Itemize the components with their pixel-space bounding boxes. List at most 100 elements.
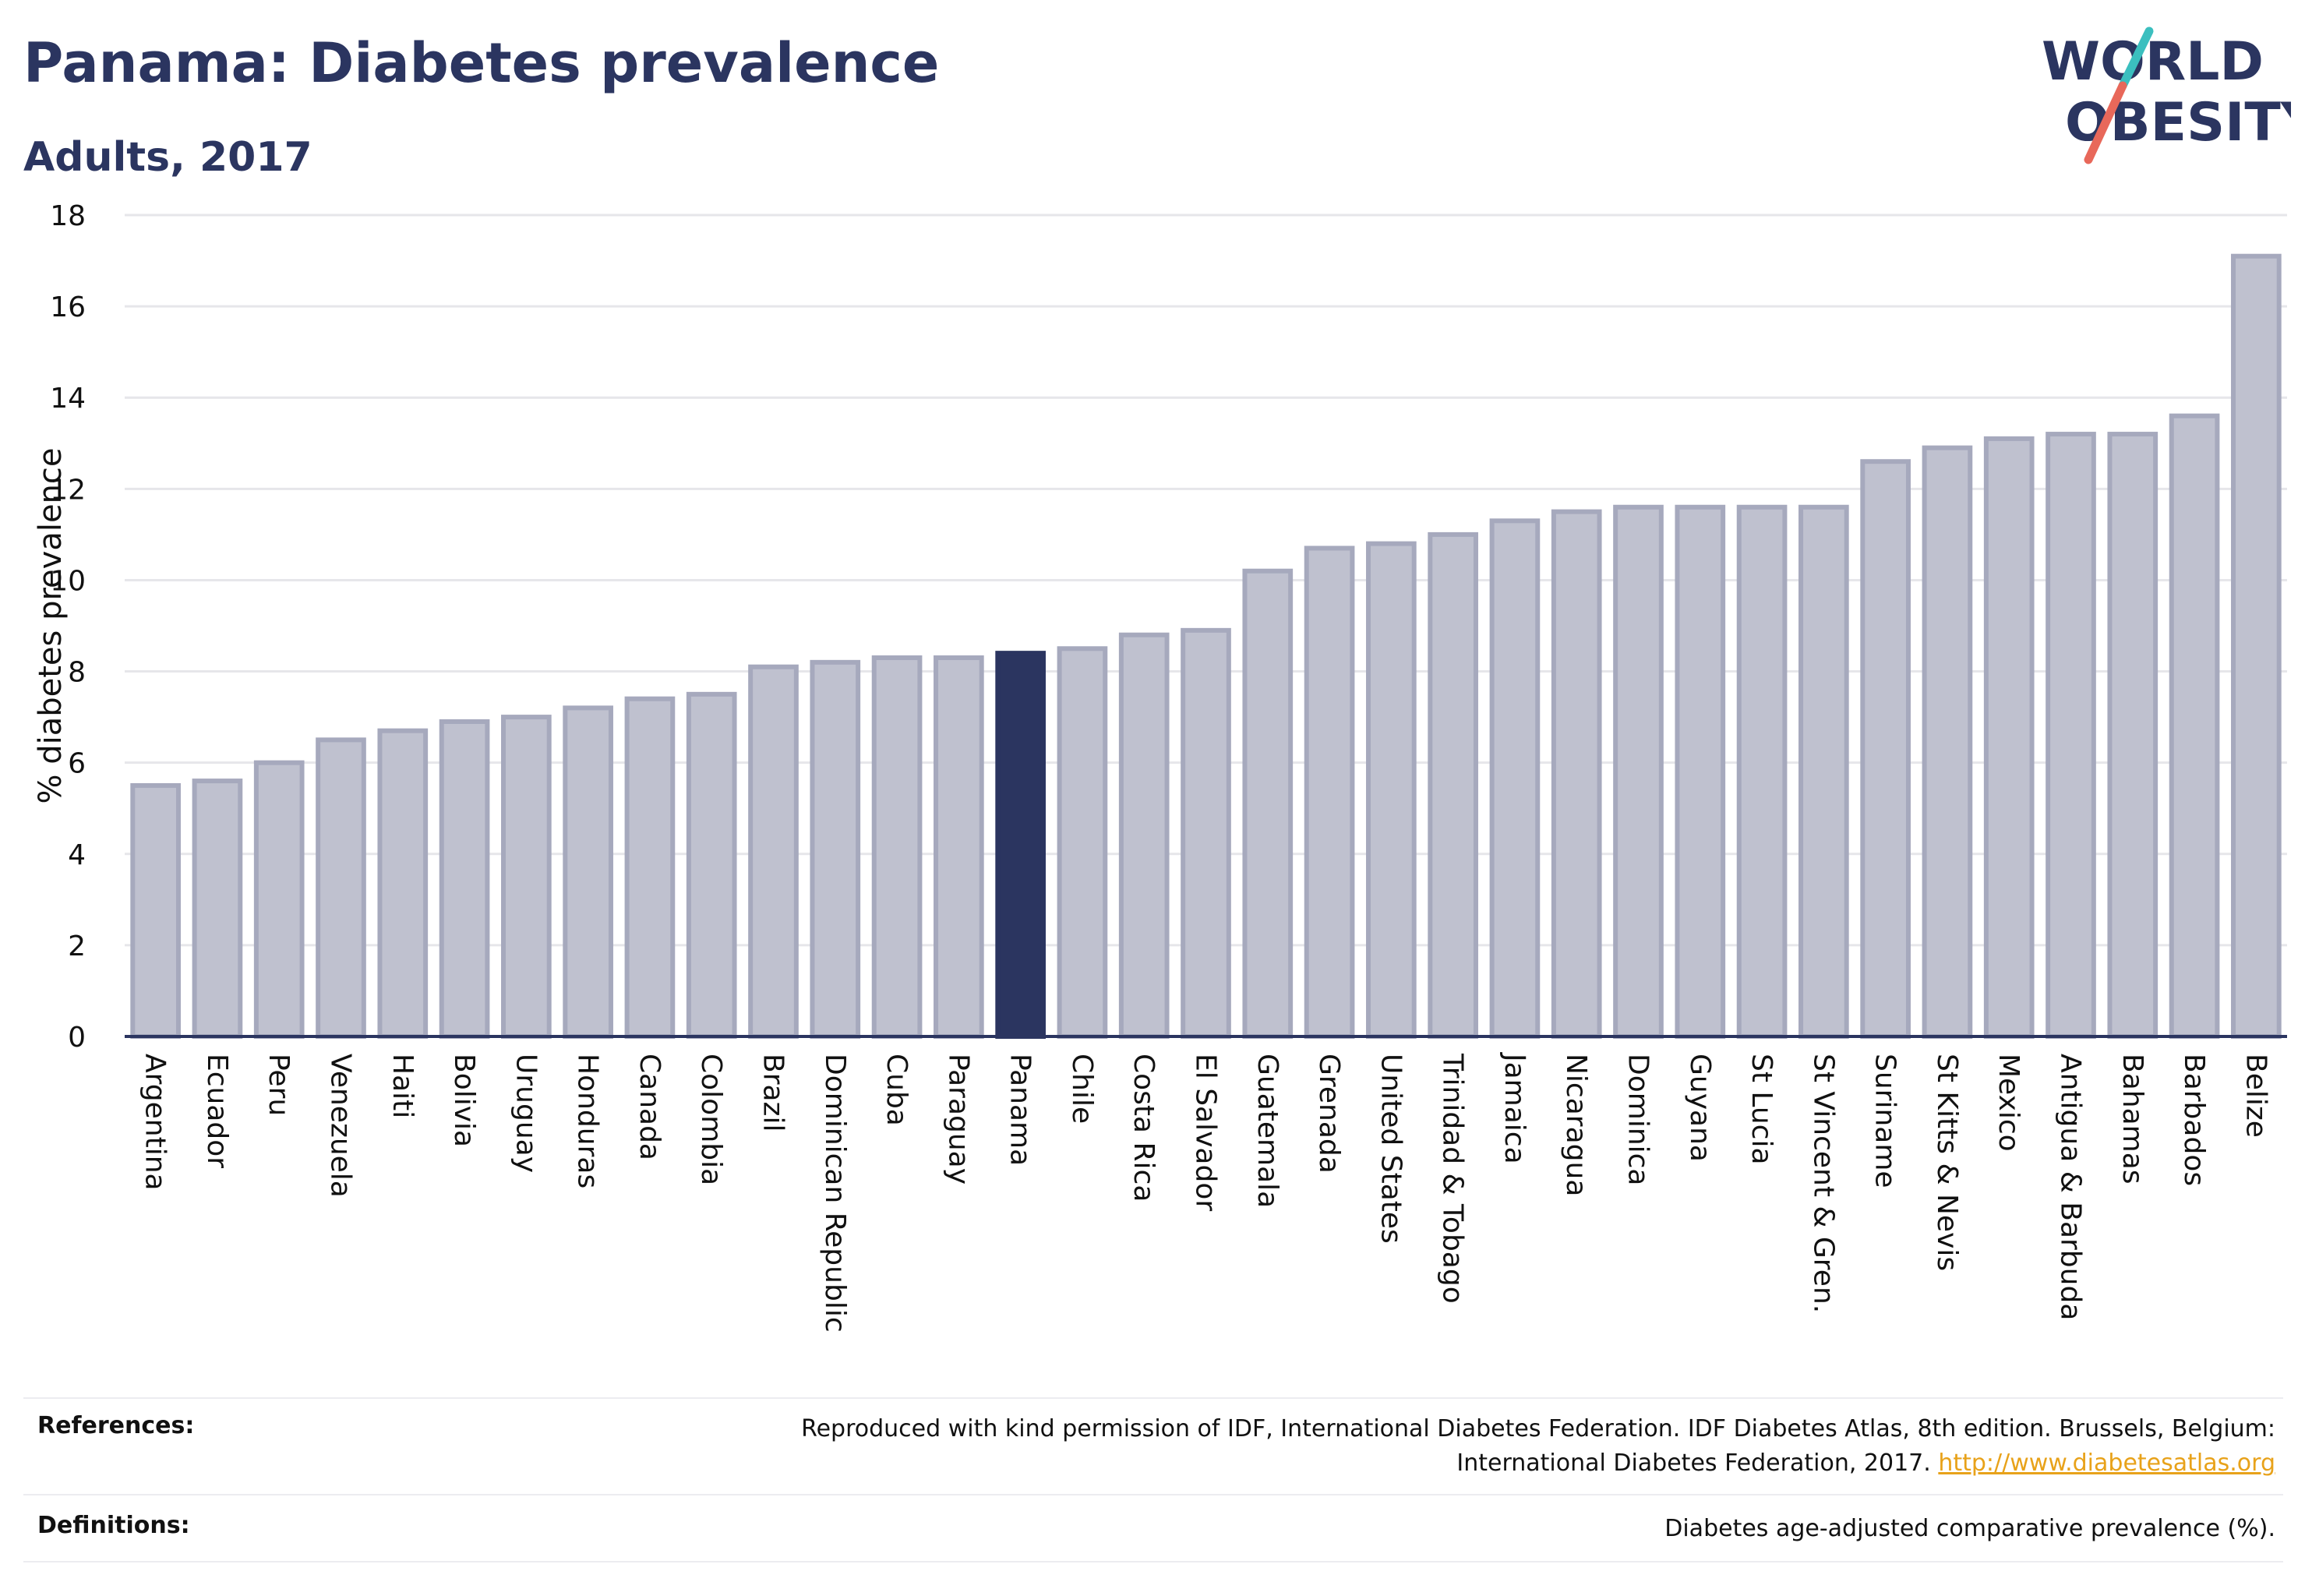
x-tick-label: Cuba <box>881 1054 912 1126</box>
x-tick-label: Chile <box>1066 1054 1098 1124</box>
bar-haiti <box>377 728 429 1040</box>
bar-ecuador <box>192 779 243 1039</box>
bar-suriname <box>1860 459 1911 1039</box>
y-tick-label: 18 <box>50 200 86 232</box>
y-tick-label: 6 <box>68 748 86 780</box>
bar-argentina <box>130 782 181 1039</box>
x-tick-label: Guyana <box>1684 1054 1716 1162</box>
y-tick-label: 12 <box>50 474 86 506</box>
x-tick-label: Peru <box>263 1054 295 1116</box>
definitions-label: Definitions: <box>37 1512 190 1539</box>
bar-brazil <box>748 664 799 1039</box>
bar-dominican-republic <box>810 659 861 1039</box>
bar-uruguay <box>501 715 552 1039</box>
references-row: References: Reproduced with kind permiss… <box>23 1412 2283 1484</box>
bar-honduras <box>563 705 613 1040</box>
bar-trinidad-tobago <box>1428 531 1478 1039</box>
x-tick-label: St Kitts & Nevis <box>1931 1054 1963 1271</box>
bar-st-vincent-gren- <box>1798 504 1849 1039</box>
x-tick-label: Guatemala <box>1251 1054 1283 1208</box>
bar-jamaica <box>1489 518 1541 1039</box>
x-tick-label: Bolivia <box>448 1054 480 1147</box>
x-tick-label: Colombia <box>695 1054 727 1185</box>
logo-slash-coral <box>2084 81 2127 164</box>
y-tick-labels: 0 2 4 6 8 10 12 14 16 18 <box>50 200 86 1054</box>
x-tick-label: Suriname <box>1869 1054 1901 1188</box>
references-text: Reproduced with kind permission of IDF, … <box>801 1412 2275 1481</box>
bar-dominica <box>1613 504 1664 1039</box>
bar-colombia <box>686 691 737 1039</box>
bar-st-lucia <box>1736 504 1788 1039</box>
x-tick-label: United States <box>1375 1054 1407 1244</box>
x-tick-label: Antigua & Barbuda <box>2055 1054 2087 1320</box>
bar-guyana <box>1675 504 1726 1039</box>
logo-slash-teal <box>2118 26 2154 90</box>
world-obesity-logo: WORLD OBESITY <box>2042 26 2291 164</box>
footer-separator-top <box>23 1397 2283 1399</box>
x-tick-label: Haiti <box>387 1054 418 1118</box>
x-tick-label: Trinidad & Tobago <box>1437 1053 1469 1304</box>
bar-canada <box>624 696 676 1039</box>
footer-separator-mid <box>23 1494 2283 1495</box>
x-tick-label: Honduras <box>572 1054 604 1188</box>
references-link[interactable]: http://www.diabetesatlas.org <box>1938 1449 2275 1477</box>
x-tick-label: Panama <box>1004 1054 1036 1166</box>
y-tick-label: 4 <box>68 839 86 871</box>
y-tick-label: 0 <box>68 1022 86 1054</box>
bars <box>130 253 2282 1040</box>
bar-costa-rica <box>1118 632 1170 1039</box>
bar-guatemala <box>1242 568 1294 1039</box>
x-tick-label: Costa Rica <box>1128 1054 1160 1202</box>
definitions-text: Diabetes age-adjusted comparative preval… <box>1664 1515 2275 1542</box>
bar-united-states <box>1366 541 1417 1039</box>
x-tick-label: Mexico <box>1993 1054 2024 1152</box>
x-tick-label: Dominican Republic <box>819 1054 851 1333</box>
bar-nicaragua <box>1551 509 1602 1039</box>
bar-el-salvador <box>1181 627 1231 1039</box>
bar-peru <box>253 760 305 1040</box>
x-tick-label: Bahamas <box>2116 1054 2148 1185</box>
bar-grenada <box>1304 546 1355 1039</box>
bar-barbados <box>2169 413 2220 1039</box>
page-title: Panama: Diabetes prevalence <box>23 31 940 95</box>
x-tick-label: St Lucia <box>1746 1054 1777 1165</box>
bar-paraguay <box>934 655 984 1039</box>
x-tick-label: St Vincent & Gren. <box>1807 1054 1839 1313</box>
x-tick-label: Nicaragua <box>1560 1054 1592 1196</box>
page-subtitle: Adults, 2017 <box>23 134 312 181</box>
x-tick-label: Barbados <box>2178 1054 2210 1186</box>
x-tick-label: Venezuela <box>325 1054 357 1198</box>
bar-belize <box>2231 253 2282 1039</box>
x-tick-label: Paraguay <box>942 1054 974 1185</box>
x-tick-label: Canada <box>634 1054 665 1160</box>
references-label: References: <box>37 1412 195 1439</box>
x-tick-label: Uruguay <box>510 1054 542 1173</box>
y-tick-label: 14 <box>50 383 86 415</box>
y-tick-label: 10 <box>50 565 86 597</box>
logo-word-world: WORLD <box>2042 31 2264 93</box>
x-tick-label: Dominica <box>1622 1054 1654 1186</box>
bar-cuba <box>871 655 923 1039</box>
x-tick-label: El Salvador <box>1190 1054 1222 1211</box>
references-text-line1: Reproduced with kind permission of IDF, … <box>801 1415 2275 1442</box>
bar-mexico <box>1983 436 2035 1039</box>
x-tick-label: Jamaica <box>1498 1052 1530 1164</box>
references-text-line2: International Diabetes Federation, 2017. <box>1456 1449 1931 1477</box>
bar-st-kitts-nevis <box>1922 445 1973 1039</box>
x-tick-label: Ecuador <box>201 1054 233 1168</box>
x-tick-label: Belize <box>2240 1054 2271 1138</box>
bar-bahamas <box>2107 432 2159 1039</box>
x-tick-label: Argentina <box>139 1054 171 1191</box>
y-tick-label: 2 <box>68 930 86 962</box>
bar-chart: 0 2 4 6 8 10 12 14 16 18 Argentina Ecuador Peru Vene… <box>33 200 2287 1333</box>
bar-venezuela <box>316 737 366 1040</box>
y-tick-label: 8 <box>68 657 86 689</box>
bar-bolivia <box>439 719 490 1039</box>
y-tick-label: 16 <box>50 291 86 323</box>
bar-chile <box>1057 646 1108 1039</box>
x-category-labels: Argentina Ecuador Peru Venezuela Haiti Bolivi… <box>139 1052 2272 1333</box>
y-axis-label: % diabetes prevalence <box>33 447 69 803</box>
footer-separator-bottom <box>23 1561 2283 1562</box>
x-tick-label: Brazil <box>757 1054 789 1132</box>
bar-antigua-barbuda <box>2046 432 2096 1039</box>
